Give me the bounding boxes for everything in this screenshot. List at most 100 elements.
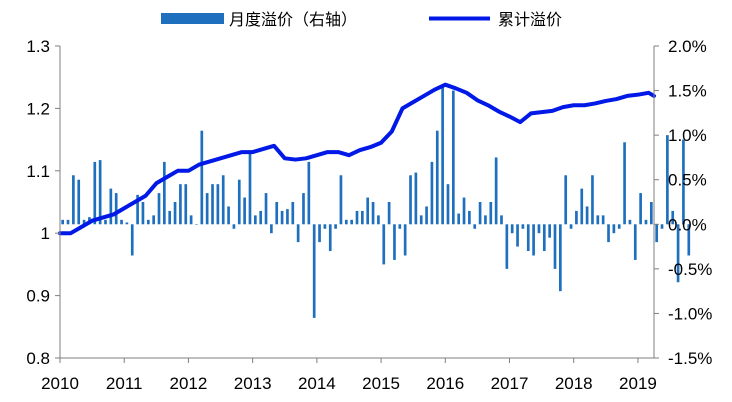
bar-month-22 bbox=[179, 184, 182, 225]
bar-month-101 bbox=[601, 215, 605, 225]
bar-month-84 bbox=[510, 224, 514, 234]
bar-month-20 bbox=[168, 210, 172, 225]
bar-month-71 bbox=[441, 86, 444, 225]
bar-month-89 bbox=[537, 224, 541, 234]
bar-month-93 bbox=[559, 224, 562, 292]
bar-month-50 bbox=[328, 224, 332, 252]
bar-month-43 bbox=[291, 202, 295, 225]
bar-month-58 bbox=[371, 202, 375, 225]
bar-month-75 bbox=[462, 197, 466, 225]
x-tick-label: 2011 bbox=[106, 374, 143, 393]
bar-month-55 bbox=[355, 210, 359, 225]
bar-month-26 bbox=[200, 130, 204, 225]
legend: 月度溢价（右轴） 累计溢价 bbox=[161, 10, 562, 29]
bar-month-110 bbox=[649, 202, 653, 225]
bar-month-105 bbox=[623, 142, 626, 225]
bar-month-15 bbox=[141, 202, 145, 225]
bar-month-92 bbox=[553, 224, 557, 269]
bar-month-57 bbox=[366, 197, 370, 225]
line-series-group bbox=[58, 82, 656, 236]
bar-month-27 bbox=[205, 193, 209, 225]
bar-month-91 bbox=[548, 224, 551, 238]
bar-month-61 bbox=[387, 202, 391, 225]
bar-month-7 bbox=[98, 160, 102, 225]
right-tick-label: -1.5% bbox=[668, 349, 712, 368]
bar-month-4 bbox=[82, 219, 86, 225]
right-tick-label: 0.0% bbox=[668, 215, 707, 234]
bar-month-42 bbox=[286, 209, 289, 225]
bar-month-54 bbox=[350, 219, 353, 225]
bar-month-19 bbox=[163, 161, 166, 225]
bar-month-115 bbox=[676, 224, 680, 283]
bar-month-88 bbox=[532, 224, 535, 256]
bar-month-90 bbox=[542, 224, 546, 252]
bar-month-30 bbox=[221, 175, 225, 225]
bar-month-113 bbox=[666, 135, 669, 225]
bar-month-53 bbox=[344, 219, 348, 225]
x-tick-label: 2019 bbox=[619, 374, 657, 393]
bar-month-0 bbox=[61, 219, 65, 225]
bar-month-34 bbox=[243, 197, 246, 225]
bar-month-64 bbox=[403, 224, 407, 256]
bar-month-65 bbox=[409, 175, 412, 225]
right-tick-label: 2.0% bbox=[668, 37, 707, 56]
bar-month-37 bbox=[259, 210, 263, 225]
x-tick-label: 2016 bbox=[426, 374, 464, 393]
bar-month-16 bbox=[146, 219, 150, 225]
bar-month-68 bbox=[425, 206, 428, 225]
bar-month-3 bbox=[77, 179, 81, 225]
x-tick-label: 2013 bbox=[234, 374, 272, 393]
bar-month-36 bbox=[253, 215, 257, 225]
bar-month-39 bbox=[270, 224, 273, 234]
bar-month-24 bbox=[189, 215, 193, 225]
bar-month-18 bbox=[157, 193, 161, 225]
bar-month-12 bbox=[125, 222, 129, 225]
bar-month-13 bbox=[130, 224, 134, 256]
left-tick-label: 1.1 bbox=[26, 162, 50, 181]
bar-month-6 bbox=[93, 161, 97, 225]
bar-month-38 bbox=[264, 193, 268, 225]
right-tick-label: 1.0% bbox=[668, 126, 707, 145]
right-tick-label: -0.5% bbox=[668, 260, 712, 279]
bar-month-100 bbox=[596, 215, 600, 225]
bar-month-76 bbox=[468, 210, 471, 225]
right-tick-label: -1.0% bbox=[668, 304, 712, 323]
bar-month-67 bbox=[419, 215, 423, 225]
x-tick-label: 2015 bbox=[362, 374, 400, 393]
bar-month-66 bbox=[414, 172, 418, 225]
bar-month-2 bbox=[72, 175, 75, 225]
bar-month-1 bbox=[66, 219, 70, 225]
axes: 0.8 0.9 1 1.1 1.2 1.3 -1.5% -1.0% -0.5% 0.0% 0.5% 1… bbox=[26, 37, 712, 393]
bar-month-14 bbox=[136, 194, 139, 225]
bar-month-69 bbox=[430, 161, 434, 225]
bar-month-59 bbox=[377, 215, 380, 225]
bar-month-81 bbox=[494, 157, 498, 225]
left-tick-label: 1.2 bbox=[26, 99, 50, 118]
x-tick-label: 2010 bbox=[41, 374, 79, 393]
bar-month-25 bbox=[195, 224, 198, 225]
cumulative-line bbox=[58, 82, 656, 236]
left-tick-label: 1 bbox=[41, 224, 50, 243]
bar-month-103 bbox=[612, 224, 616, 234]
bar-month-99 bbox=[591, 175, 594, 225]
x-tick-label: 2012 bbox=[170, 374, 208, 393]
bar-month-102 bbox=[607, 224, 610, 243]
bar-month-80 bbox=[489, 202, 493, 225]
bar-month-49 bbox=[323, 224, 327, 229]
bar-month-48 bbox=[318, 224, 321, 243]
bar-month-40 bbox=[275, 202, 279, 225]
bar-month-9 bbox=[109, 188, 113, 225]
bar-month-31 bbox=[227, 206, 230, 225]
bar-month-106 bbox=[628, 219, 632, 225]
bar-month-82 bbox=[500, 215, 503, 225]
bar-month-111 bbox=[655, 224, 659, 243]
bar-month-60 bbox=[382, 224, 386, 265]
bar-month-63 bbox=[398, 224, 402, 229]
bar-month-44 bbox=[296, 224, 300, 243]
bar-month-107 bbox=[633, 224, 637, 260]
bar-month-95 bbox=[569, 224, 573, 229]
x-tick-label: 2018 bbox=[555, 374, 593, 393]
bar-month-104 bbox=[617, 224, 621, 229]
left-tick-label: 1.3 bbox=[26, 37, 50, 56]
